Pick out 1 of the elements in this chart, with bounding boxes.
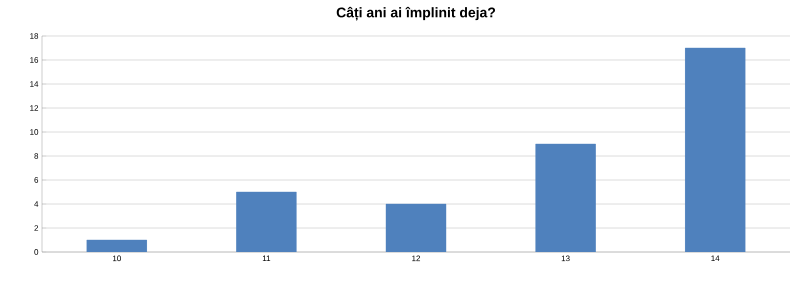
chart-title: Câți ani ai împlinit deja? [336, 6, 496, 20]
